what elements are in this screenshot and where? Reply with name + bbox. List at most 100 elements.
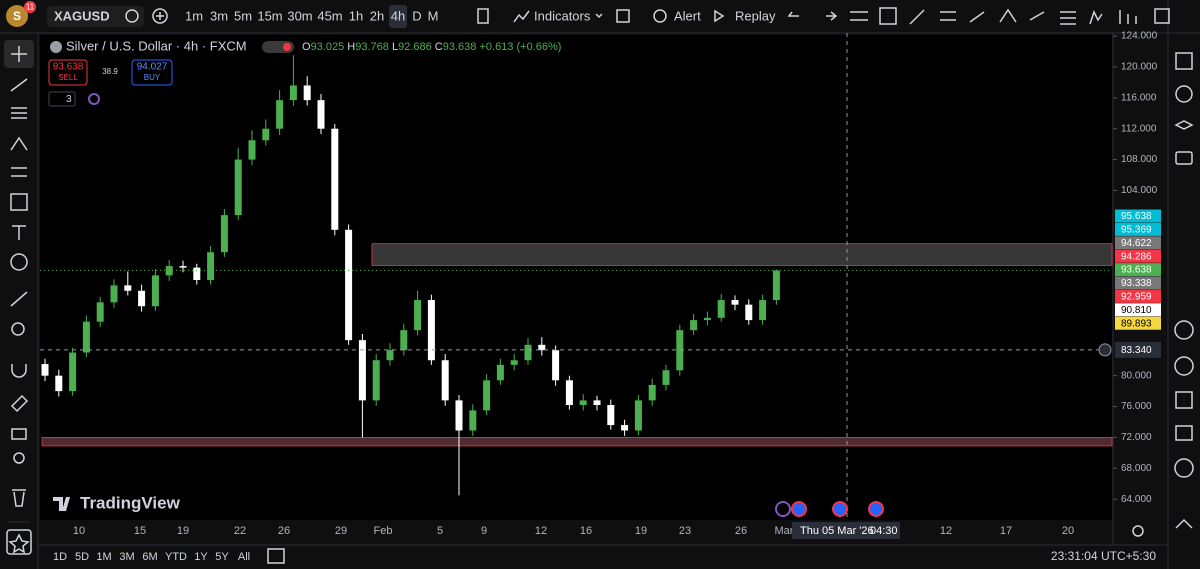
event-icon[interactable] — [791, 501, 807, 517]
compare-icon[interactable] — [125, 9, 139, 23]
settings-icon[interactable] — [1132, 525, 1144, 537]
interval[interactable]: 4h — [391, 8, 405, 23]
candle-body — [317, 100, 325, 129]
interval[interactable]: 30m — [287, 8, 312, 23]
candle-body — [593, 400, 601, 406]
x-tick-label: Feb — [374, 525, 393, 537]
range-button[interactable]: 1Y — [194, 551, 208, 563]
x-tick-label: 26 — [278, 525, 290, 537]
alert[interactable]: Alert — [674, 8, 701, 23]
price-label-bg — [1115, 222, 1161, 236]
range-button[interactable]: All — [238, 551, 250, 563]
price-label-bg — [1115, 289, 1161, 303]
alert-icon[interactable] — [653, 9, 667, 23]
range-button[interactable]: 3M — [119, 551, 134, 563]
candle-body — [565, 380, 573, 406]
indicators-icon[interactable] — [513, 10, 530, 23]
interval[interactable]: 1h — [349, 8, 363, 23]
price-label-bg — [1115, 209, 1161, 223]
crosshair-time: 04:30 — [870, 525, 898, 537]
replay-icon[interactable] — [714, 9, 725, 23]
price-label-bg — [1115, 276, 1161, 290]
plot-area — [40, 35, 1112, 520]
candle-body — [648, 384, 656, 401]
x-tick-label: 22 — [234, 525, 246, 537]
undo-icon[interactable] — [787, 11, 799, 17]
avatar[interactable] — [6, 5, 28, 27]
symbol-icon — [50, 41, 62, 53]
candle-body — [634, 400, 642, 431]
candle-body — [717, 300, 725, 318]
price-label-bg — [1115, 263, 1161, 277]
candle-body — [262, 128, 270, 141]
x-tick-label: 16 — [580, 525, 592, 537]
event-icon[interactable] — [832, 501, 848, 517]
candle-body — [703, 317, 711, 321]
range-button[interactable]: 6M — [142, 551, 157, 563]
x-tick-label: Mar — [775, 525, 794, 537]
candle-body — [524, 344, 532, 361]
sell-price: 93.638 — [53, 62, 84, 73]
x-tick-label: 19 — [177, 525, 189, 537]
interval[interactable]: 3m — [210, 8, 228, 23]
zone — [41, 437, 1113, 447]
x-tick-label: 23 — [679, 525, 691, 537]
layout-icon[interactable] — [616, 9, 630, 23]
candle-body — [358, 340, 366, 401]
interval[interactable]: M — [428, 8, 439, 23]
symbol-search[interactable] — [47, 6, 144, 27]
y-tick-label: 76.000 — [1121, 401, 1152, 412]
interval[interactable]: 1m — [185, 8, 203, 23]
y-tick-label: 120.000 — [1121, 62, 1158, 73]
x-tick-label: 26 — [735, 525, 747, 537]
indicators-toggle[interactable] — [48, 91, 76, 107]
interval[interactable]: D — [412, 8, 421, 23]
candle-body — [276, 100, 284, 129]
event-icon[interactable] — [868, 501, 884, 517]
chevron — [595, 13, 603, 19]
crosshair-add[interactable] — [1098, 343, 1112, 357]
date-range-icon[interactable] — [267, 548, 285, 564]
buy-price: 94.027 — [137, 62, 168, 73]
range-button[interactable]: YTD — [165, 551, 187, 563]
left-toolbar — [4, 40, 34, 555]
market-dot — [283, 43, 291, 51]
range-button[interactable]: 1D — [53, 551, 67, 563]
candle-body — [234, 159, 242, 216]
x-tick-label: 29 — [335, 525, 347, 537]
range-button[interactable]: 5D — [75, 551, 89, 563]
redo-icon[interactable] — [826, 11, 838, 21]
price-label: 90.810 — [1121, 305, 1152, 316]
sell-button[interactable] — [48, 59, 88, 86]
candle-body — [345, 229, 353, 341]
interval[interactable]: 5m — [234, 8, 252, 23]
ohlc-part: O — [302, 41, 311, 53]
interval[interactable]: 45m — [317, 8, 342, 23]
drawing-tools — [850, 7, 1170, 25]
interval[interactable]: 2h — [370, 8, 384, 23]
price-label-bg — [1115, 303, 1161, 317]
event-icon[interactable] — [775, 501, 791, 517]
chart-type-icon[interactable] — [477, 8, 489, 24]
candle-body — [165, 266, 173, 276]
candle-body — [69, 352, 77, 392]
badge-count: 11 — [26, 3, 35, 12]
y-tick-label: 116.000 — [1121, 92, 1157, 103]
indicators[interactable]: Indicators — [534, 8, 591, 23]
buy-button[interactable] — [131, 59, 173, 86]
add-icon — [156, 12, 164, 20]
range-button[interactable]: 5Y — [215, 551, 229, 563]
range-button[interactable]: 1M — [96, 551, 111, 563]
candle-body — [676, 330, 684, 371]
interval[interactable]: 15m — [257, 8, 282, 23]
candle-body — [759, 300, 767, 321]
ohlc-part: H — [347, 41, 355, 53]
replay[interactable]: Replay — [735, 8, 776, 23]
candle-body — [96, 302, 104, 322]
y-tick-label: 112.000 — [1121, 123, 1157, 134]
add-icon[interactable] — [152, 8, 168, 24]
x-tick-label: 12 — [940, 525, 952, 537]
crosshair-date: Thu 05 Mar '26 — [800, 525, 874, 537]
badge — [24, 1, 36, 13]
